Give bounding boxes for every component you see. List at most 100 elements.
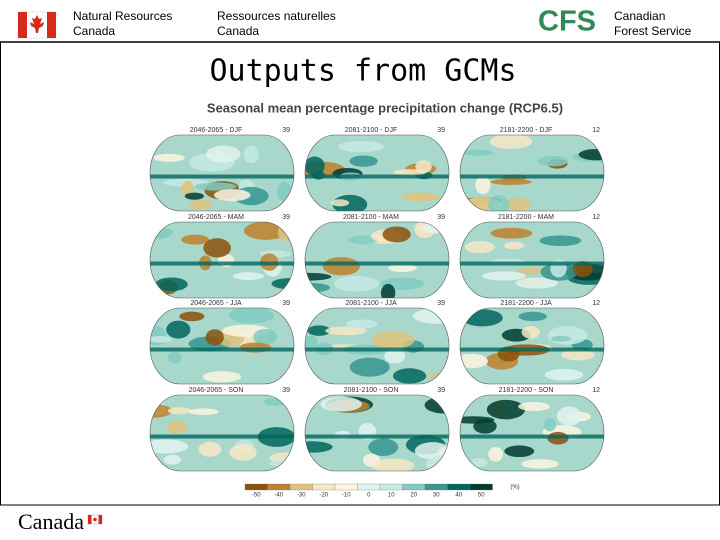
map-blob	[320, 396, 362, 412]
map-blob	[415, 160, 432, 174]
panel-count: 12	[592, 387, 600, 394]
map-outline	[149, 307, 295, 385]
map-panel	[460, 395, 604, 471]
map-band	[460, 347, 604, 352]
map-blob	[490, 178, 532, 185]
cfs-logo: CFS	[538, 6, 596, 38]
colorbar-swatch	[334, 483, 358, 491]
panel-count: 12	[592, 127, 600, 134]
map-blob	[347, 235, 379, 245]
map-blob	[401, 192, 440, 202]
colorbar-unit: (%)	[510, 485, 519, 491]
map-blob	[488, 447, 504, 462]
map-panel	[460, 222, 604, 298]
map-panel	[460, 308, 604, 384]
map-band	[150, 347, 294, 352]
map-blob	[163, 454, 182, 465]
map-blob	[473, 418, 497, 434]
map-blob	[305, 272, 332, 281]
map-panel	[150, 222, 294, 298]
colorbar-label: 50	[478, 493, 485, 499]
map-blob	[198, 441, 222, 457]
map-blob	[331, 199, 350, 207]
colorbar-swatch	[289, 483, 313, 491]
map-blob	[305, 156, 325, 176]
map-blob	[349, 357, 390, 377]
map-blob	[387, 264, 417, 272]
map-blob	[380, 283, 396, 298]
panel-label: 2081-2100 - DJF	[345, 127, 398, 134]
map-blob	[243, 145, 259, 164]
map-panel	[305, 395, 449, 471]
map-blob	[382, 226, 411, 243]
panel-label: 2046-2065 - MAM	[188, 214, 244, 221]
map-blob	[307, 325, 331, 336]
panel-count: 39	[282, 127, 290, 134]
map-blob	[392, 368, 427, 384]
dept-en-line2: Canada	[73, 24, 115, 38]
map-blob	[333, 275, 379, 292]
map-blob	[150, 439, 189, 454]
map-blob	[325, 326, 367, 336]
map-blob	[488, 195, 510, 211]
map-blob	[166, 320, 191, 339]
map-blob	[346, 319, 378, 329]
map-blob	[184, 192, 204, 200]
map-band	[305, 347, 449, 352]
colorbar-label: 20	[410, 493, 417, 499]
panel-label: 2181-2200 - DJF	[500, 127, 553, 134]
map-blob	[489, 135, 533, 149]
map-blob	[189, 199, 213, 210]
map-band	[150, 174, 294, 179]
map-blob	[538, 155, 569, 167]
colorbar-swatch	[244, 483, 268, 491]
map-blob	[561, 349, 595, 361]
map-band	[460, 261, 604, 266]
map-blob	[206, 145, 241, 163]
map-blob	[228, 308, 274, 324]
figure-title: Seasonal mean percentage precipitation c…	[207, 100, 563, 115]
colorbar-label: 10	[388, 493, 395, 499]
map-outline	[304, 221, 450, 299]
map-blob	[167, 351, 182, 364]
map-blob	[153, 153, 185, 162]
map-band	[150, 434, 294, 439]
map-blob	[243, 222, 289, 240]
map-blob	[547, 326, 588, 345]
map-panel	[305, 222, 449, 298]
dept-en-line1: Natural Resources	[73, 9, 172, 23]
map-blob	[371, 458, 415, 471]
panel-label: 2181-2200 - MAM	[498, 214, 554, 221]
map-blob	[154, 277, 188, 292]
map-blob	[167, 420, 188, 434]
colorbar-swatch	[357, 483, 381, 491]
colorbar-swatch	[267, 483, 291, 491]
flag	[17, 11, 57, 39]
map-outline	[149, 134, 295, 212]
map-blob	[203, 238, 231, 258]
map-band	[305, 434, 449, 439]
map-band	[305, 261, 449, 266]
panel-count: 39	[282, 387, 290, 394]
colorbar-label: -10	[342, 493, 351, 499]
map-blob	[188, 408, 219, 416]
map-outline	[304, 394, 450, 472]
map-panel	[305, 308, 449, 384]
colorbar-label: 40	[455, 493, 462, 499]
map-blob	[539, 235, 582, 246]
map-blob	[384, 348, 406, 364]
map-blob	[544, 368, 584, 381]
map-panel	[305, 135, 449, 211]
map-blob	[253, 328, 278, 346]
map-panel	[150, 395, 294, 471]
panel-label: 2046-2065 - JJA	[190, 300, 242, 307]
map-blob	[167, 407, 191, 415]
map-panel	[150, 308, 294, 384]
map-band	[150, 261, 294, 266]
panel-count: 39	[282, 214, 290, 221]
map-blob	[504, 241, 525, 250]
map-outline	[149, 221, 295, 299]
map-outline	[459, 307, 605, 385]
map-outline	[304, 307, 450, 385]
